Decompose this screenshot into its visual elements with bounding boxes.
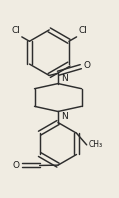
Text: CH₃: CH₃: [89, 140, 103, 149]
Text: N: N: [61, 74, 67, 83]
Text: Cl: Cl: [12, 26, 20, 35]
Text: O: O: [83, 61, 90, 70]
Text: O: O: [12, 161, 19, 170]
Text: N: N: [61, 112, 67, 121]
Text: Cl: Cl: [78, 26, 87, 35]
